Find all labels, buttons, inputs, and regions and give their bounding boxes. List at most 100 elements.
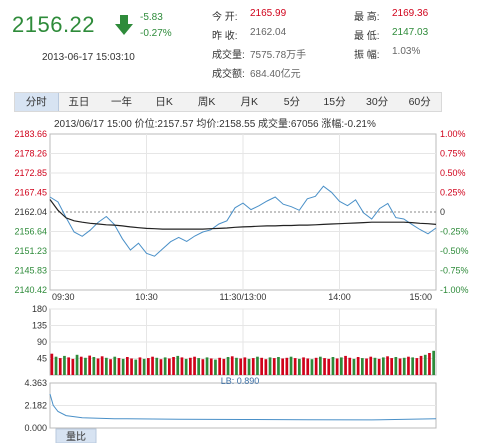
- y-tick-label-right: -0.50%: [440, 246, 469, 256]
- quote-field: 昨 收: 2162.04: [212, 27, 286, 42]
- tab-3[interactable]: 日K: [155, 96, 173, 108]
- ratio-panel-frame: [49, 382, 437, 429]
- volume-bar: [272, 358, 276, 375]
- y-tick-label-left: 2178.26: [14, 149, 47, 159]
- tab-1[interactable]: 五日: [68, 96, 90, 108]
- volume-bar: [205, 357, 209, 375]
- volume-bar: [411, 357, 414, 375]
- tab-5[interactable]: 月K: [240, 96, 259, 108]
- volume-bar: [415, 358, 419, 375]
- volume-bar: [260, 357, 263, 375]
- volume-bar: [314, 357, 318, 375]
- volume-bar: [100, 356, 104, 375]
- x-tick-label: 10:30: [135, 292, 158, 302]
- volume-bar: [159, 359, 163, 375]
- status-line: 2013/06/17 15:00 价位:2157.57 均价:2158.55 成…: [54, 117, 376, 130]
- volume-bar: [50, 353, 54, 375]
- tab-8[interactable]: 30分: [366, 96, 389, 108]
- ratio-tab-box: [55, 428, 97, 443]
- volume-bar: [184, 358, 188, 375]
- y-tick-label-right: 1.00%: [440, 129, 466, 139]
- volume-bar: [331, 357, 335, 375]
- volume-bar: [361, 358, 364, 375]
- volume-bar: [432, 350, 435, 375]
- price-change: -5.83: [140, 12, 163, 23]
- volume-bar: [365, 358, 368, 375]
- tab-4[interactable]: 周K: [197, 96, 216, 108]
- volume-bar: [277, 357, 280, 375]
- volume-bar: [109, 359, 112, 375]
- quote-field: 最 低: 2147.03: [354, 27, 428, 42]
- quote-field-value: 2162.04: [250, 27, 287, 38]
- volume-bar: [352, 358, 356, 375]
- y-tick-label-right: -0.25%: [440, 227, 469, 237]
- volume-bar: [239, 358, 242, 375]
- price-panel-frame: [49, 133, 437, 291]
- y-tick-label-right: 0.75%: [440, 149, 466, 159]
- volume-bar: [197, 358, 200, 375]
- tab-7[interactable]: 15分: [323, 96, 346, 108]
- price-line: [49, 185, 437, 257]
- tab-6[interactable]: 5分: [283, 96, 301, 108]
- volume-bar: [377, 358, 381, 375]
- x-tick-label: 14:00: [328, 292, 351, 302]
- y-tick-label-right: -1.00%: [440, 285, 469, 295]
- volume-bar: [319, 356, 322, 375]
- volume-bar: [79, 356, 83, 375]
- volume-bar: [369, 356, 373, 375]
- volume-bar: [390, 358, 393, 375]
- volume-bar: [214, 359, 217, 375]
- volume-bar: [163, 357, 167, 375]
- volume-bar: [335, 358, 339, 375]
- quote-field: 今 开: 2165.99: [212, 8, 286, 23]
- quote-field: 成交额: 684.40亿元: [212, 65, 301, 80]
- y-tick-label-left: 2151.23: [14, 246, 47, 256]
- tab-0[interactable]: 分时: [15, 93, 59, 111]
- volume-bar: [256, 356, 259, 375]
- volume-ratio-badge: LB: 0.890: [221, 376, 260, 386]
- quote-field: 成交量: 7575.78万手: [212, 46, 306, 61]
- tab-9[interactable]: 60分: [408, 96, 431, 108]
- volume-bar: [344, 355, 347, 375]
- volume-bar: [289, 356, 293, 375]
- volume-bar: [142, 358, 146, 375]
- volume-bar: [340, 357, 343, 375]
- volume-bar: [348, 357, 352, 375]
- y-tick-label-left: 2167.45: [14, 188, 47, 198]
- volume-bar: [189, 357, 192, 375]
- volume-y-tick: 90: [37, 337, 47, 347]
- volume-bar: [310, 359, 314, 375]
- volume-bar: [138, 357, 142, 375]
- quote-field-label: 昨 收:: [212, 31, 238, 42]
- volume-bar: [67, 357, 70, 375]
- volume-bar: [428, 353, 431, 375]
- last-price: 2156.22: [12, 12, 96, 37]
- volume-bar: [172, 357, 175, 375]
- quote-field-value: 7575.78万手: [250, 50, 307, 61]
- ratio-y-tick: 0.000: [24, 423, 47, 433]
- volume-bar: [235, 357, 238, 375]
- y-tick-label-left: 2183.66: [14, 129, 47, 139]
- volume-bar: [402, 357, 406, 375]
- volume-bar: [356, 357, 360, 375]
- volume-bar: [398, 358, 402, 375]
- volume-bar: [394, 357, 398, 375]
- volume-bar: [407, 356, 410, 375]
- y-tick-label-right: 0.50%: [440, 168, 466, 178]
- volume-bar: [151, 356, 154, 375]
- volume-bar: [222, 358, 226, 375]
- quote-field-value: 2147.03: [392, 27, 429, 38]
- y-tick-label-left: 2140.42: [14, 285, 47, 295]
- volume-bar: [293, 358, 297, 375]
- volume-bar: [58, 358, 62, 375]
- tab-2[interactable]: 一年: [110, 96, 132, 108]
- quote-field: 振 幅: 1.03%: [354, 46, 420, 61]
- volume-bar: [75, 354, 79, 375]
- volume-bar: [96, 358, 100, 375]
- volume-bar: [155, 357, 159, 375]
- volume-bar: [268, 357, 272, 375]
- quote-field-value: 2165.99: [250, 8, 287, 19]
- volume-bar: [63, 355, 66, 375]
- quote-field-value: 684.40亿元: [250, 69, 301, 80]
- volume-bar: [386, 356, 389, 375]
